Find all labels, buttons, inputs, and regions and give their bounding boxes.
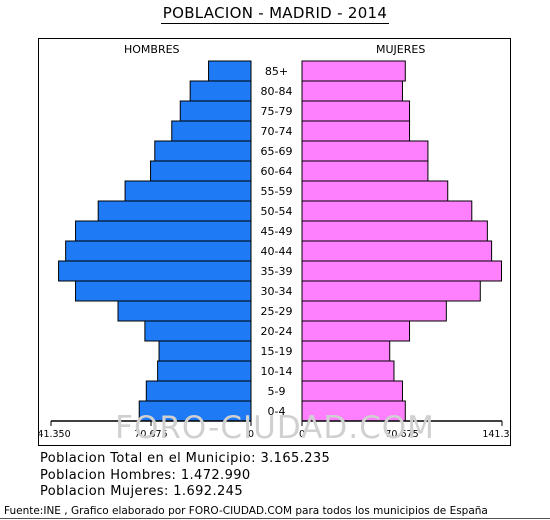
legend-mujeres: MUJERES <box>376 43 426 56</box>
stat-total: Poblacion Total en el Municipio: 3.165.2… <box>40 451 331 466</box>
bar-mujeres-75-79 <box>301 100 411 122</box>
age-label: 40-44 <box>261 245 293 258</box>
bar-hombres-60-64 <box>150 160 252 182</box>
bar-mujeres-45-49 <box>301 220 488 242</box>
age-label: 85+ <box>265 65 288 78</box>
bar-mujeres-70-74 <box>301 120 411 142</box>
bar-mujeres-20-24 <box>301 320 411 342</box>
bar-mujeres-35-39 <box>301 260 503 282</box>
age-label: 0-4 <box>268 405 286 418</box>
bar-hombres-15-19 <box>158 340 252 362</box>
legend-hombres: HOMBRES <box>124 43 180 56</box>
bar-mujeres-30-34 <box>301 280 481 302</box>
age-label: 30-34 <box>261 285 293 298</box>
bar-hombres-55-59 <box>124 180 252 202</box>
age-label: 15-19 <box>261 345 293 358</box>
age-label: 5-9 <box>268 385 286 398</box>
bar-mujeres-80-84 <box>301 80 403 102</box>
x-tick-label: 141.350 <box>39 429 71 440</box>
age-label: 20-24 <box>261 325 293 338</box>
age-label: 55-59 <box>261 185 293 198</box>
stats-block: Poblacion Total en el Municipio: 3.165.2… <box>40 451 330 501</box>
chart-panel: HOMBRES MUJERES 85+ 80-84 75-79 70-74 65-69 6… <box>38 38 511 446</box>
bar-hombres-10-14 <box>157 360 252 382</box>
age-label: 25-29 <box>261 305 293 318</box>
bar-hombres-35-39 <box>58 260 252 282</box>
bar-mujeres-25-29 <box>301 300 447 322</box>
bar-hombres-25-29 <box>117 300 252 322</box>
age-label: 10-14 <box>261 365 293 378</box>
x-tick-label: 0 <box>299 429 305 440</box>
age-label: 75-79 <box>261 105 293 118</box>
chart-title: POBLACION - MADRID - 2014 <box>160 4 390 24</box>
x-tick-label: 70.675 <box>385 429 418 440</box>
stat-mujeres: Poblacion Mujeres: 1.692.245 <box>40 484 244 499</box>
bar-hombres-70-74 <box>171 120 252 142</box>
bar-hombres-20-24 <box>144 320 252 342</box>
bar-hombres-40-44 <box>65 240 252 262</box>
age-label: 50-54 <box>261 205 293 218</box>
bar-hombres-0-4 <box>138 400 252 422</box>
bar-hombres-5-9 <box>145 380 252 402</box>
age-label: 35-39 <box>261 265 293 278</box>
bar-mujeres-65-69 <box>301 140 429 162</box>
bar-hombres-50-54 <box>97 200 252 222</box>
bar-hombres-85+ <box>208 60 252 82</box>
age-label: 45-49 <box>261 225 293 238</box>
bar-mujeres-50-54 <box>301 200 473 222</box>
bottom-rule <box>0 518 550 519</box>
x-tick-label: 0 <box>248 429 254 440</box>
bar-hombres-80-84 <box>189 80 252 102</box>
bar-hombres-45-49 <box>75 220 252 242</box>
age-label: 80-84 <box>261 85 293 98</box>
age-label: 70-74 <box>261 125 293 138</box>
x-tick-label: 70.675 <box>134 429 167 440</box>
bar-mujeres-10-14 <box>301 360 395 382</box>
bar-mujeres-40-44 <box>301 240 493 262</box>
bar-mujeres-0-4 <box>301 400 406 422</box>
bar-hombres-75-79 <box>179 100 252 122</box>
bar-mujeres-60-64 <box>301 160 429 182</box>
bar-hombres-65-69 <box>154 140 252 162</box>
bar-hombres-30-34 <box>75 280 252 302</box>
bar-mujeres-5-9 <box>301 380 403 402</box>
bar-mujeres-15-19 <box>301 340 391 362</box>
age-label: 60-64 <box>261 165 293 178</box>
bar-mujeres-85+ <box>301 60 406 82</box>
source-footer: Fuente:INE , Grafico elaborado por FORO-… <box>4 505 488 517</box>
stat-hombres: Poblacion Hombres: 1.472.990 <box>40 467 251 483</box>
population-pyramid: 85+ 80-84 75-79 70-74 65-69 60-64 55-59 50-54 45… <box>39 60 510 440</box>
age-label: 65-69 <box>261 145 293 158</box>
bar-mujeres-55-59 <box>301 180 449 202</box>
x-tick-label: 141.350 <box>482 429 510 440</box>
